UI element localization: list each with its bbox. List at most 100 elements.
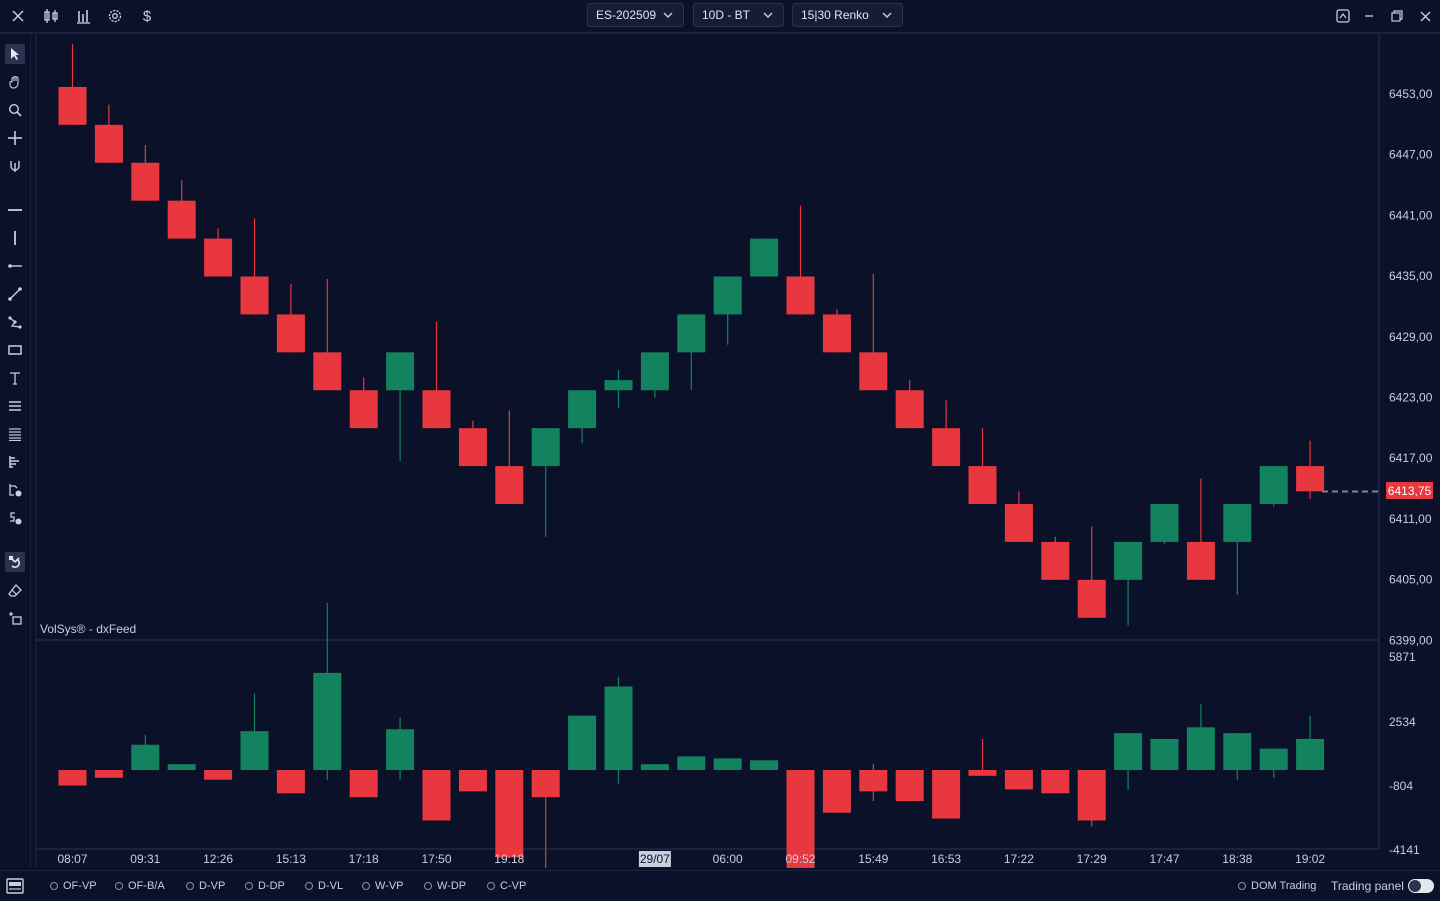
vertical-line-tool[interactable] xyxy=(5,228,25,248)
candle-body xyxy=(386,352,415,391)
candle-body xyxy=(895,390,924,429)
panel-icon[interactable] xyxy=(5,876,25,896)
indicator-toggle[interactable]: OF-VP xyxy=(50,880,97,892)
candle-body xyxy=(1150,504,1179,542)
indicator-label: W-DP xyxy=(437,880,467,892)
dom-trading-radio[interactable]: DOM Trading xyxy=(1238,880,1316,892)
time-tick-label: 17:18 xyxy=(349,852,379,866)
close-window-icon[interactable] xyxy=(1415,6,1435,26)
indicator-toggle[interactable]: D-VL xyxy=(305,880,343,892)
cursor-tool[interactable] xyxy=(5,44,25,64)
minimize-icon[interactable] xyxy=(1359,6,1379,26)
radio-circle xyxy=(115,882,123,890)
zoom-tool[interactable] xyxy=(5,100,25,120)
delta-bar xyxy=(1004,770,1033,790)
delta-bar xyxy=(859,770,888,792)
delta-bar xyxy=(895,770,924,802)
magnet-tool[interactable] xyxy=(5,156,25,176)
candle-body xyxy=(422,390,451,429)
time-tick-label: 12:26 xyxy=(203,852,233,866)
volume-tick-label: 5871 xyxy=(1389,650,1416,664)
rectangle-tool[interactable] xyxy=(5,340,25,360)
delta-bar xyxy=(604,686,633,770)
restore-icon[interactable] xyxy=(1387,6,1407,26)
delta-bar xyxy=(1296,738,1325,770)
current-price-badge xyxy=(1386,482,1433,499)
time-tick-label: 17:22 xyxy=(1004,852,1034,866)
path-tool[interactable] xyxy=(5,312,25,332)
price-statistic-tool[interactable] xyxy=(5,480,25,500)
indicator-label: D-VP xyxy=(199,880,226,892)
hand-tool[interactable] xyxy=(5,72,25,92)
price-tick-label: 6429,00 xyxy=(1389,330,1433,344)
price-tick-label: 6441,00 xyxy=(1389,208,1433,222)
time-tick-label: 09:52 xyxy=(785,852,815,866)
indicator-label: D-VL xyxy=(318,880,344,892)
time-tick-label: 17:47 xyxy=(1149,852,1179,866)
indicator-toggle[interactable]: W-DP xyxy=(424,880,466,892)
current-price-label: 6413,75 xyxy=(1388,484,1432,498)
dollar-icon[interactable]: $ xyxy=(142,7,152,25)
indicator-toggle[interactable]: C-VP xyxy=(487,880,526,892)
volume-profile-tool[interactable] xyxy=(5,452,25,472)
dom-trading-label: DOM Trading xyxy=(1251,880,1317,892)
ray-tool[interactable] xyxy=(5,256,25,276)
layout-icon[interactable] xyxy=(1333,6,1353,26)
top-toolbar: $ ES-202509 10D - BT 15|30 Renko xyxy=(0,0,1440,34)
candles-icon[interactable] xyxy=(41,6,61,26)
close-icon[interactable] xyxy=(8,6,28,26)
indicator-toggle[interactable]: D-VP xyxy=(186,880,225,892)
settings-icon[interactable] xyxy=(105,6,125,26)
price-tick-label: 6447,00 xyxy=(1389,148,1433,162)
candle-body xyxy=(1004,504,1033,542)
candle-body xyxy=(313,352,342,391)
chart-area[interactable]: 6453,00 6447,00 6441,00 6435,00 6429,00 6423,… xyxy=(0,34,1440,883)
candle-body xyxy=(1077,579,1106,618)
delta-bar xyxy=(932,770,961,819)
delta-bar xyxy=(677,756,706,770)
crosshair-tool[interactable] xyxy=(5,128,25,148)
indicator-toggle[interactable]: W-VP xyxy=(362,880,404,892)
indicator-label: D-DP xyxy=(258,880,285,892)
add-indicator-tool[interactable] xyxy=(5,608,25,628)
magnet-toggle[interactable] xyxy=(5,552,25,572)
radio-circle xyxy=(424,882,432,890)
indicator-toggle[interactable]: D-DP xyxy=(245,880,285,892)
period-dropdown[interactable]: 10D - BT xyxy=(693,3,784,27)
time-tick-label: 08:07 xyxy=(57,852,87,866)
candle-body xyxy=(1041,541,1070,580)
horizontal-line-tool[interactable] xyxy=(5,200,25,220)
levels-tool[interactable] xyxy=(5,396,25,416)
symbol-dropdown[interactable]: ES-202509 xyxy=(587,3,684,27)
delta-bar xyxy=(531,770,560,798)
delta-bar xyxy=(1186,727,1215,770)
candle-body xyxy=(495,466,524,504)
time-tick-label: 15:49 xyxy=(858,852,888,866)
delta-bar xyxy=(422,770,451,821)
eraser-tool[interactable] xyxy=(5,580,25,600)
delta-bar xyxy=(167,764,196,770)
indicator-toggle[interactable]: OF-B/A xyxy=(115,880,165,892)
trend-line-tool[interactable] xyxy=(5,284,25,304)
bars-icon[interactable] xyxy=(73,6,93,26)
indicator-label: OF-VP xyxy=(63,880,97,892)
time-label-highlight xyxy=(638,851,671,867)
time-statistic-tool[interactable] xyxy=(5,508,25,528)
candle-body xyxy=(677,314,706,353)
time-tick-label: 15:13 xyxy=(276,852,306,866)
radio-circle xyxy=(50,882,58,890)
indicator-label: W-VP xyxy=(375,880,404,892)
candle-body xyxy=(58,86,87,125)
trading-panel-toggle[interactable] xyxy=(1408,879,1434,893)
fibonacci-tool[interactable] xyxy=(5,424,25,444)
price-chart[interactable]: 6453,00 6447,00 6441,00 6435,00 6429,00 6423,… xyxy=(0,34,1440,883)
chart-type-dropdown[interactable]: 15|30 Renko xyxy=(792,3,903,27)
text-tool[interactable] xyxy=(5,368,25,388)
time-tick-label: 17:50 xyxy=(421,852,451,866)
delta-bar xyxy=(240,731,269,770)
volume-tick-label: 2534 xyxy=(1389,715,1416,729)
delta-bar xyxy=(276,770,305,794)
chevron-down-icon xyxy=(763,12,773,18)
delta-bar xyxy=(58,770,87,786)
delta-bar xyxy=(349,770,378,798)
